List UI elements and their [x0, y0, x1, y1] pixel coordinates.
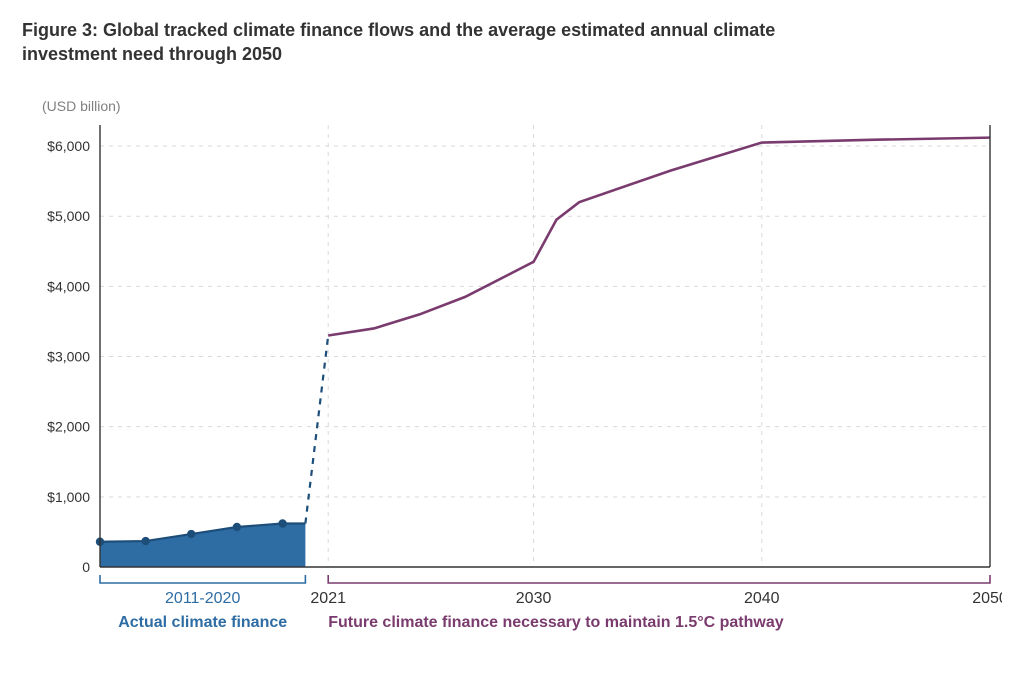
y-tick-label: $6,000 — [47, 138, 90, 154]
bracket-actual — [100, 575, 305, 583]
y-tick-label: $3,000 — [47, 348, 90, 364]
y-tick-label: $4,000 — [47, 278, 90, 294]
y-tick-label: 0 — [82, 559, 90, 575]
y-tick-label: $5,000 — [47, 208, 90, 224]
figure-title: Figure 3: Global tracked climate finance… — [22, 18, 782, 67]
actual-area-fill — [100, 523, 305, 566]
y-tick-label: $2,000 — [47, 418, 90, 434]
x-tick-label: 2021 — [310, 590, 346, 607]
actual-marker — [187, 529, 195, 537]
legend-actual-range: 2011-2020 — [165, 590, 240, 607]
future-line — [328, 137, 990, 335]
y-tick-label: $1,000 — [47, 488, 90, 504]
chart-svg: (USD billion) 0 $1,000 $2,000 $3,000 $4,000 $5… — [22, 81, 1002, 661]
actual-marker — [278, 519, 286, 527]
y-axis-unit-label: (USD billion) — [42, 98, 121, 114]
actual-marker — [233, 522, 241, 530]
x-tick-label: 2050 — [972, 590, 1002, 607]
bracket-future — [328, 575, 990, 583]
chart-container: (USD billion) 0 $1,000 $2,000 $3,000 $4,000 $5… — [22, 81, 1002, 661]
dashed-connector — [305, 335, 328, 523]
x-tick-label: 2030 — [516, 590, 552, 607]
legend-actual-label: Actual climate finance — [118, 614, 287, 631]
legend-future-label: Future climate finance necessary to main… — [328, 614, 784, 631]
x-tick-label: 2040 — [744, 590, 780, 607]
actual-marker — [141, 536, 149, 544]
